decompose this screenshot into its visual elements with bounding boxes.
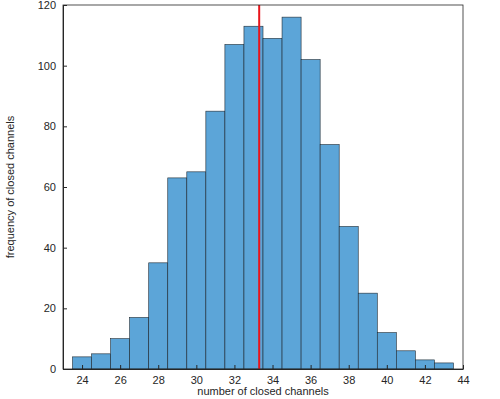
histogram-bar <box>111 339 130 369</box>
tick: 32 <box>229 365 241 386</box>
tick: 42 <box>419 365 431 386</box>
histogram-bar <box>415 360 434 369</box>
tick-mark <box>349 365 350 369</box>
tick-label: 30 <box>191 374 203 386</box>
tick: 80 <box>44 120 67 132</box>
tick-mark <box>63 308 67 309</box>
histogram-bar <box>396 351 415 369</box>
tick: 40 <box>44 242 67 254</box>
tick: 120 <box>38 0 67 11</box>
tick-label: 42 <box>419 374 431 386</box>
tick-label: 40 <box>381 374 393 386</box>
histogram-bar <box>434 363 453 369</box>
tick-mark <box>120 365 121 369</box>
x-axis-title: number of closed channels <box>197 385 329 397</box>
tick-mark <box>63 187 67 188</box>
tick-label: 24 <box>76 374 88 386</box>
tick-label: 100 <box>38 60 56 72</box>
histogram-bar <box>187 172 206 369</box>
histogram-bar <box>339 226 358 369</box>
plot: 24 26 28 30 32 34 36 38 40 42 44 0 20 40 60 80 100 120 <box>38 0 470 386</box>
plot-frame <box>63 5 463 369</box>
tick-mark <box>63 248 67 249</box>
tick: 20 <box>44 302 67 314</box>
tick: 0 <box>50 363 67 375</box>
tick-mark <box>63 369 67 370</box>
tick-label: 20 <box>44 302 56 314</box>
tick-label: 60 <box>44 181 56 193</box>
tick-label: 26 <box>115 374 127 386</box>
tick-label: 38 <box>343 374 355 386</box>
tick-label: 34 <box>267 374 279 386</box>
axis-line <box>64 369 464 370</box>
histogram-bar <box>168 178 187 369</box>
histogram-bar <box>263 38 282 369</box>
tick-label: 28 <box>153 374 165 386</box>
tick-mark <box>82 365 83 369</box>
y-axis-title: frequency of closed channels <box>4 115 16 258</box>
tick: 44 <box>457 365 469 386</box>
tick: 100 <box>38 60 67 72</box>
histogram-bar <box>149 263 168 369</box>
tick-mark <box>196 365 197 369</box>
bars <box>73 5 454 369</box>
tick-mark <box>158 365 159 369</box>
tick-label: 40 <box>44 242 56 254</box>
histogram-bar <box>225 44 244 369</box>
tick-mark <box>63 66 67 67</box>
tick: 28 <box>153 365 165 386</box>
histogram-bar <box>282 17 301 369</box>
tick-mark <box>463 365 464 369</box>
tick-mark <box>273 365 274 369</box>
tick: 60 <box>44 181 67 193</box>
histogram-bar <box>92 354 111 369</box>
y-axis: 0 20 40 60 80 100 120 <box>38 0 67 375</box>
tick: 36 <box>305 365 317 386</box>
tick-mark <box>387 365 388 369</box>
tick: 24 <box>76 365 88 386</box>
histogram-bar <box>206 111 225 369</box>
tick-label: 44 <box>457 374 469 386</box>
tick-mark <box>311 365 312 369</box>
tick-mark <box>234 365 235 369</box>
histogram-bar <box>301 60 320 369</box>
tick-mark <box>63 126 67 127</box>
tick: 40 <box>381 365 393 386</box>
tick-mark <box>63 5 67 6</box>
histogram-bar <box>73 357 92 369</box>
chart: 24 26 28 30 32 34 36 38 40 42 44 0 20 40 60 80 100 120 num… <box>0 0 500 399</box>
tick-label: 36 <box>305 374 317 386</box>
tick-label: 0 <box>50 363 56 375</box>
tick-label: 120 <box>38 0 56 11</box>
tick: 34 <box>267 365 279 386</box>
tick: 30 <box>191 365 203 386</box>
histogram-bar <box>130 317 149 369</box>
tick-label: 80 <box>44 120 56 132</box>
histogram-bar <box>377 333 396 369</box>
histogram-bar <box>358 293 377 369</box>
x-axis: 24 26 28 30 32 34 36 38 40 42 44 <box>64 365 470 386</box>
tick-mark <box>425 365 426 369</box>
mean-line <box>258 5 260 369</box>
tick: 26 <box>115 365 127 386</box>
tick-label: 32 <box>229 374 241 386</box>
tick: 38 <box>343 365 355 386</box>
histogram-bar <box>320 145 339 369</box>
